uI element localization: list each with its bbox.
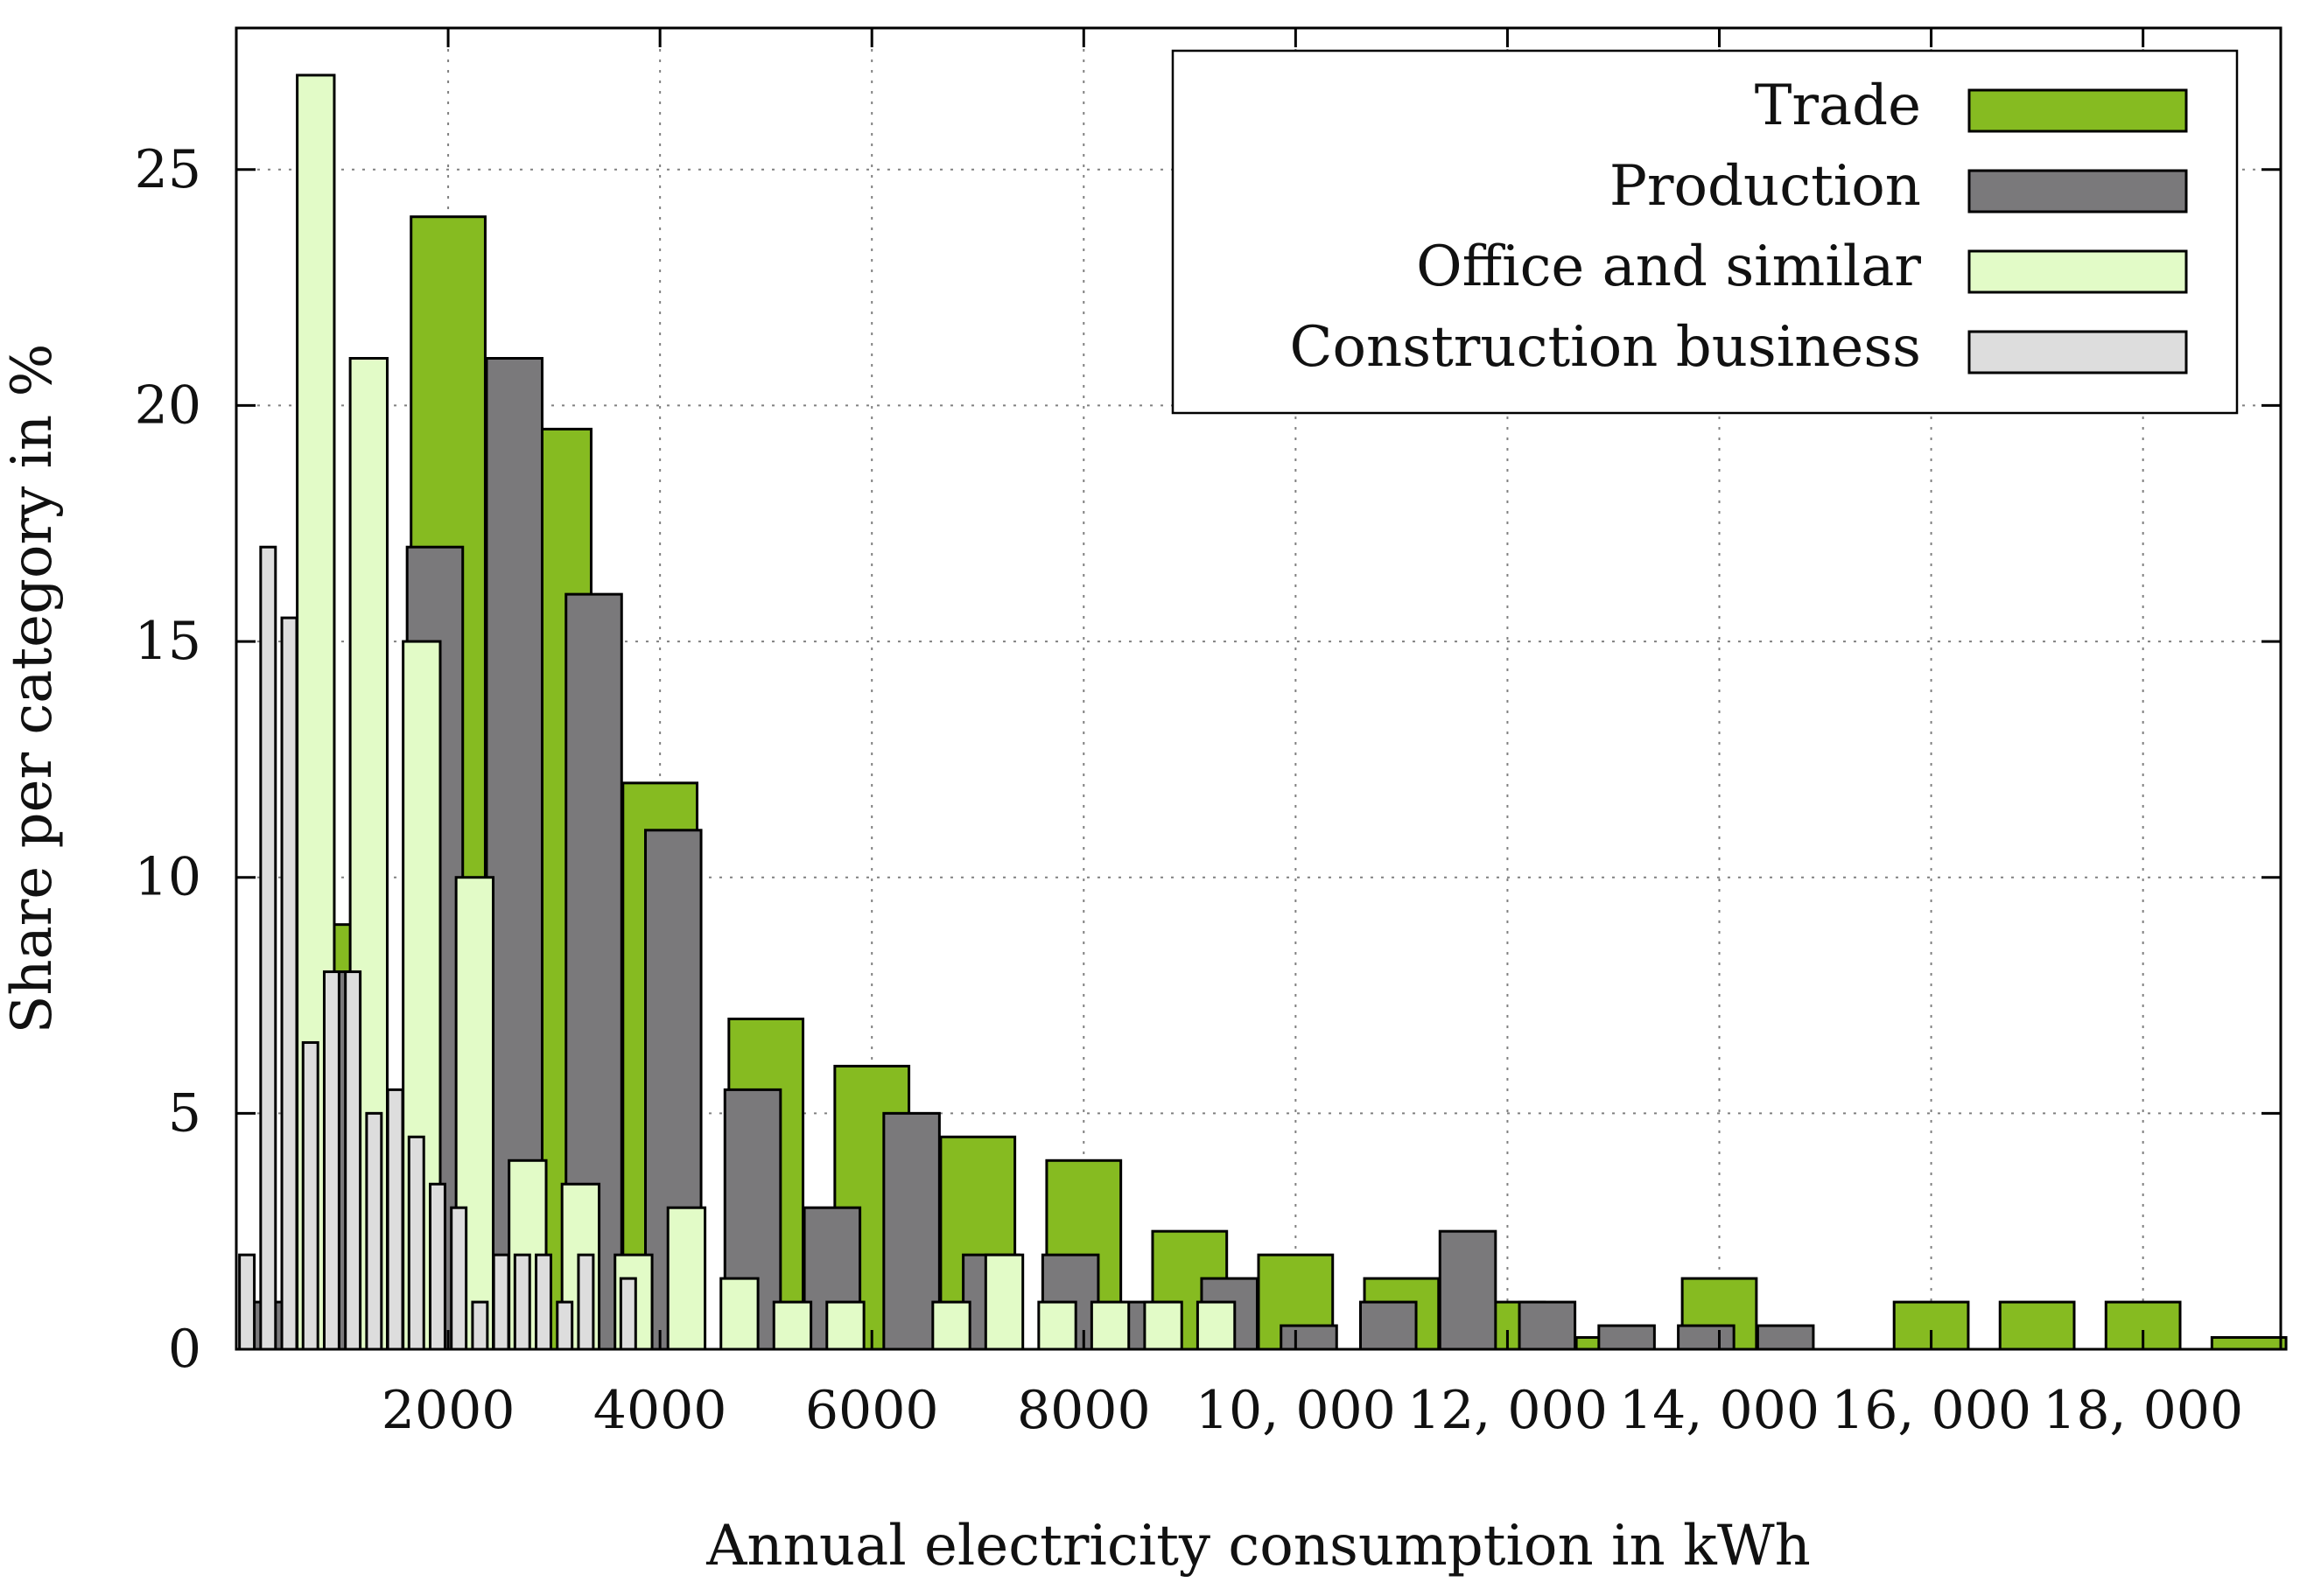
bar-office-and-similar bbox=[1090, 1300, 1131, 1351]
legend-label-production: Production bbox=[1609, 154, 1921, 219]
bar-construction-business bbox=[407, 1135, 425, 1351]
series-construction-business bbox=[238, 545, 637, 1351]
legend-label-construction: Construction business bbox=[1290, 315, 1922, 380]
bar-production bbox=[1280, 1324, 1338, 1351]
legend-swatch-office bbox=[1967, 249, 2188, 294]
bar-construction-business bbox=[428, 1182, 446, 1351]
y-tick-label: 15 bbox=[135, 611, 201, 672]
bar-office-and-similar bbox=[931, 1300, 971, 1351]
legend-label-office: Office and similar bbox=[1416, 234, 1921, 299]
x-tick-label: 18, 000 bbox=[2043, 1380, 2243, 1441]
x-tick-label: 2000 bbox=[382, 1380, 515, 1441]
bar-construction-business bbox=[259, 545, 277, 1351]
bar-construction-business bbox=[577, 1253, 595, 1351]
y-tick-label: 5 bbox=[168, 1082, 201, 1144]
bar-production bbox=[1677, 1324, 1736, 1351]
bar-production bbox=[882, 1111, 941, 1351]
bar-construction-business bbox=[492, 1253, 510, 1351]
bar-production bbox=[1597, 1324, 1656, 1351]
x-tick-label: 6000 bbox=[805, 1380, 939, 1441]
y-axis-label: Share per category in % bbox=[0, 344, 65, 1034]
axis-ticks bbox=[236, 28, 2281, 1351]
y-tick-label: 10 bbox=[135, 847, 201, 908]
bar-construction-business bbox=[450, 1206, 468, 1351]
bar-construction-business bbox=[238, 1253, 256, 1351]
bar-production bbox=[1518, 1300, 1577, 1351]
tick-labels: 2000 4000 6000 8000 10, 000 12, 000 14, 000 16,… bbox=[135, 139, 2244, 1441]
bar-office-and-similar bbox=[719, 1277, 760, 1351]
bar-production bbox=[1756, 1324, 1815, 1351]
y-tick-label: 20 bbox=[135, 374, 201, 436]
y-tick-label: 25 bbox=[135, 139, 201, 200]
bar-office-and-similar bbox=[1196, 1300, 1237, 1351]
bar-office-and-similar bbox=[1037, 1300, 1077, 1351]
x-tick-label: 10, 000 bbox=[1196, 1380, 1396, 1441]
y-tick-label: 0 bbox=[168, 1319, 201, 1380]
bars bbox=[238, 74, 2288, 1351]
bar-construction-business bbox=[322, 970, 340, 1351]
legend-swatch-construction bbox=[1967, 330, 2188, 374]
x-tick-label: 12, 000 bbox=[1407, 1380, 1608, 1441]
bar-office-and-similar bbox=[1143, 1300, 1183, 1351]
bar-office-and-similar bbox=[772, 1300, 813, 1351]
bar-production bbox=[1358, 1300, 1418, 1351]
legend-swatch-production bbox=[1967, 169, 2188, 214]
x-axis-label: Annual electricity consumption in kWh bbox=[705, 1514, 1811, 1578]
plot-frame bbox=[235, 26, 2282, 1351]
bar-construction-business bbox=[365, 1111, 383, 1351]
bar-production bbox=[1438, 1229, 1497, 1351]
bar-construction-business bbox=[301, 1040, 319, 1351]
bar-office-and-similar bbox=[666, 1206, 707, 1351]
bar-construction-business bbox=[386, 1088, 404, 1351]
x-tick-label: 8000 bbox=[1017, 1380, 1151, 1441]
bar-trade bbox=[1998, 1300, 2076, 1351]
x-tick-label: 16, 000 bbox=[1831, 1380, 2031, 1441]
bar-office-and-similar bbox=[984, 1253, 1025, 1351]
legend-label-trade: Trade bbox=[1755, 74, 1921, 138]
bar-office-and-similar bbox=[825, 1300, 866, 1351]
x-tick-label: 14, 000 bbox=[1619, 1380, 1820, 1441]
bar-construction-business bbox=[535, 1253, 552, 1351]
bar-construction-business bbox=[556, 1300, 574, 1351]
x-tick-label: 4000 bbox=[593, 1380, 727, 1441]
legend-swatch-trade bbox=[1967, 88, 2188, 133]
bar-construction-business bbox=[344, 970, 362, 1351]
bar-construction-business bbox=[471, 1300, 489, 1351]
bar-construction-business bbox=[513, 1253, 531, 1351]
bar-trade bbox=[2210, 1336, 2288, 1351]
bar-construction-business bbox=[619, 1277, 637, 1351]
bar-construction-business bbox=[280, 616, 298, 1351]
legend: Trade Production Office and similar Cons… bbox=[1171, 49, 2239, 415]
